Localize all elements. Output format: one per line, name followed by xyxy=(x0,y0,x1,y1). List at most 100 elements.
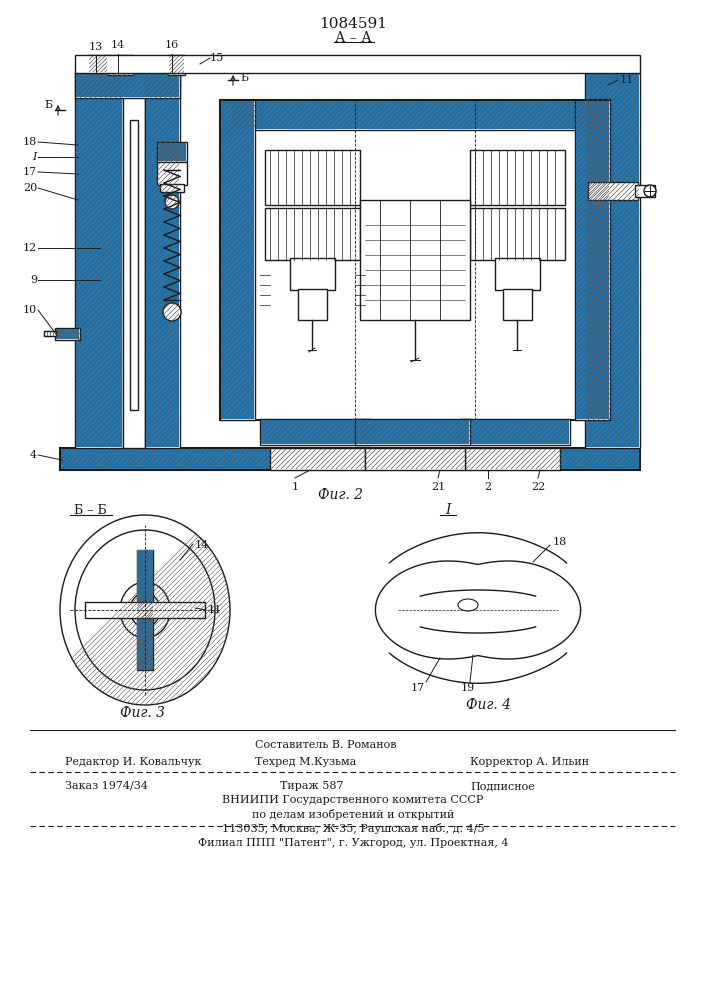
Circle shape xyxy=(644,185,656,197)
Text: Составитель В. Романов: Составитель В. Романов xyxy=(255,740,397,750)
Text: 14: 14 xyxy=(111,40,125,50)
Ellipse shape xyxy=(60,515,230,705)
Bar xyxy=(220,100,610,420)
Text: 13: 13 xyxy=(89,42,103,52)
Bar xyxy=(123,73,145,448)
Text: 113035, Москва, Ж-35, Раушская наб., д. 4/5: 113035, Москва, Ж-35, Раушская наб., д. … xyxy=(222,822,484,834)
Text: 18: 18 xyxy=(23,137,37,147)
Bar xyxy=(60,448,640,470)
Bar xyxy=(160,184,184,192)
Bar xyxy=(108,55,133,75)
Circle shape xyxy=(163,303,181,321)
Text: 1084591: 1084591 xyxy=(319,17,387,31)
Text: 16: 16 xyxy=(165,40,179,50)
Bar xyxy=(470,150,565,205)
Bar xyxy=(75,55,640,73)
Text: Заказ 1974/34: Заказ 1974/34 xyxy=(65,781,148,791)
Bar xyxy=(503,289,532,320)
Bar xyxy=(169,56,184,74)
Text: Фиг. 2: Фиг. 2 xyxy=(317,488,363,502)
Text: Корректор А. Ильин: Корректор А. Ильин xyxy=(470,757,589,767)
Bar xyxy=(157,142,187,162)
Text: по делам изобретений и открытий: по делам изобретений и открытий xyxy=(252,808,454,820)
Ellipse shape xyxy=(120,582,170,638)
Bar xyxy=(355,419,470,445)
Bar xyxy=(635,185,655,197)
Text: 4: 4 xyxy=(30,450,37,460)
Text: 2: 2 xyxy=(484,482,491,492)
Bar xyxy=(260,419,370,445)
Ellipse shape xyxy=(458,599,478,611)
Bar xyxy=(588,182,638,200)
Bar xyxy=(265,208,360,260)
Text: 20: 20 xyxy=(23,183,37,193)
Bar xyxy=(575,100,610,420)
Text: Филиал ППП "Патент", г. Ужгород, ул. Проектная, 4: Филиал ППП "Патент", г. Ужгород, ул. Про… xyxy=(198,838,508,848)
Bar xyxy=(365,448,465,470)
Bar xyxy=(137,550,153,670)
Bar xyxy=(145,73,180,448)
Bar xyxy=(137,550,153,670)
Circle shape xyxy=(165,195,179,209)
Text: 17: 17 xyxy=(23,167,37,177)
Text: 11: 11 xyxy=(208,605,222,615)
Text: 15: 15 xyxy=(210,53,224,63)
Bar xyxy=(146,74,179,447)
Bar xyxy=(585,73,640,448)
Bar xyxy=(261,420,369,444)
Bar xyxy=(298,289,327,320)
Bar xyxy=(290,258,335,290)
Text: Б: Б xyxy=(44,100,52,110)
Bar xyxy=(230,100,600,130)
Bar xyxy=(76,74,122,447)
Bar xyxy=(360,200,470,320)
Text: 21: 21 xyxy=(431,482,445,492)
Text: 14: 14 xyxy=(195,540,209,550)
Bar xyxy=(55,328,80,340)
Bar xyxy=(270,448,365,470)
Ellipse shape xyxy=(130,593,160,627)
Text: I: I xyxy=(445,503,451,517)
Bar xyxy=(56,329,79,339)
Text: 22: 22 xyxy=(531,482,545,492)
Bar xyxy=(88,55,108,73)
Bar xyxy=(461,420,569,444)
Bar xyxy=(460,419,570,445)
Bar xyxy=(75,73,123,448)
Bar xyxy=(465,448,560,470)
Text: 12: 12 xyxy=(23,243,37,253)
Text: Фиг. 4: Фиг. 4 xyxy=(465,698,510,712)
Bar xyxy=(157,162,187,185)
Bar xyxy=(89,56,107,72)
Bar xyxy=(61,449,639,469)
Bar xyxy=(44,331,56,336)
Text: ВНИИПИ Государственного комитета СССР: ВНИИПИ Государственного комитета СССР xyxy=(222,795,484,805)
Text: Фиг. 3: Фиг. 3 xyxy=(120,706,165,720)
Bar xyxy=(576,101,609,419)
Text: 1: 1 xyxy=(291,482,298,492)
Bar xyxy=(265,150,360,205)
Text: 18: 18 xyxy=(553,537,567,547)
Bar xyxy=(356,420,469,444)
Text: Редактор И. Ковальчук: Редактор И. Ковальчук xyxy=(65,757,201,767)
Bar xyxy=(85,602,205,618)
Text: Б – Б: Б – Б xyxy=(74,504,106,516)
Bar xyxy=(495,258,540,290)
Polygon shape xyxy=(375,561,580,659)
Ellipse shape xyxy=(75,530,215,690)
Text: Тираж 587: Тираж 587 xyxy=(280,781,344,791)
Text: А – А: А – А xyxy=(334,31,371,45)
Bar xyxy=(130,120,138,410)
Bar xyxy=(158,143,186,161)
Bar xyxy=(586,74,639,447)
Bar xyxy=(221,101,254,419)
Text: 9: 9 xyxy=(30,275,37,285)
Text: 19: 19 xyxy=(461,683,475,693)
Bar xyxy=(231,101,599,129)
Bar xyxy=(470,208,565,260)
Text: 10: 10 xyxy=(23,305,37,315)
Text: 11: 11 xyxy=(620,75,634,85)
Bar xyxy=(220,100,255,420)
Text: Б: Б xyxy=(240,73,248,83)
Bar xyxy=(168,55,185,75)
